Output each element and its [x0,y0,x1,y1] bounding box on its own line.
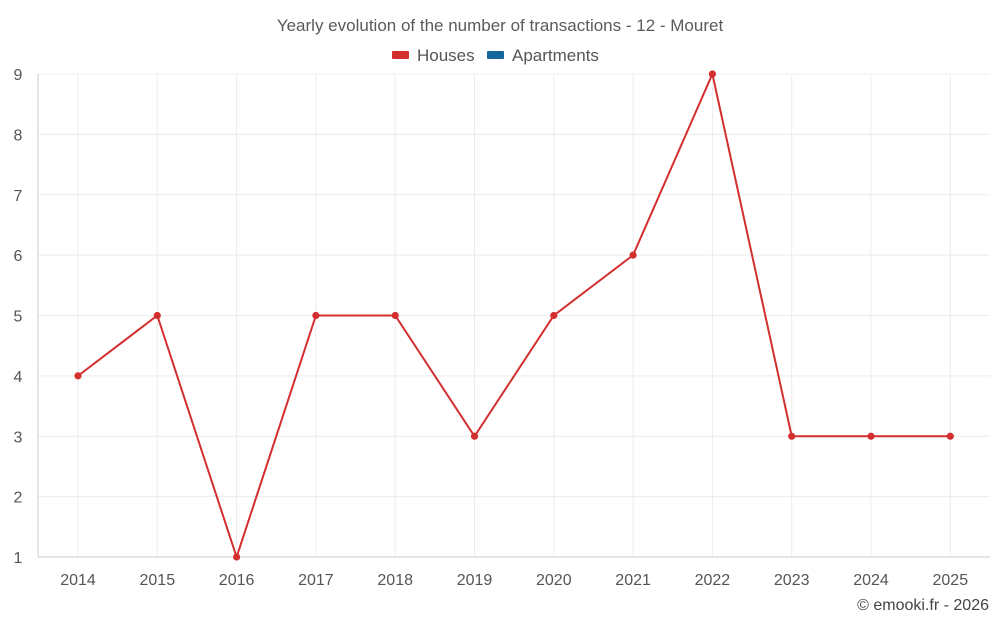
y-tick-label: 6 [14,248,23,265]
data-point-houses-2020[interactable] [550,311,558,320]
data-point-houses-2023[interactable] [788,432,796,440]
x-tick-label: 2023 [774,572,810,589]
x-tick-label: 2015 [140,572,176,589]
legend: Houses Apartments [392,46,599,65]
data-point-houses-2017[interactable] [312,311,320,320]
legend-label-houses: Houses [417,46,475,65]
x-tick-label: 2025 [933,572,969,589]
data-point-houses-2024[interactable] [867,432,875,440]
y-tick-label: 1 [14,550,23,567]
credit-text: © emooki.fr - 2026 [857,597,989,614]
x-axis-ticks: 2014 2015 2016 2017 2018 2019 2020 2021 2022 2023… [60,572,968,589]
y-tick-label: 8 [14,127,23,144]
legend-item-apartments[interactable]: Apartments [487,46,599,65]
x-tick-label: 2021 [615,572,651,589]
y-tick-label: 5 [14,309,23,326]
x-tick-label: 2020 [536,572,572,589]
data-point-houses-2014[interactable] [74,372,82,380]
data-point-houses-2021[interactable] [629,251,637,259]
x-tick-label: 2022 [695,572,731,589]
y-tick-label: 9 [14,67,23,84]
y-tick-label: 7 [14,188,23,205]
y-tick-label: 2 [14,490,23,507]
y-axis-ticks: 1 2 3 4 5 6 7 8 9 [14,67,23,567]
legend-swatch-houses [392,51,409,59]
grid [38,73,990,558]
series [74,70,954,561]
legend-swatch-apartments [487,51,504,59]
data-point-houses-2025[interactable] [946,432,954,440]
x-tick-label: 2017 [298,572,334,589]
y-tick-label: 4 [14,369,23,386]
data-point-houses-2018[interactable] [391,311,399,320]
data-point-houses-2016[interactable] [233,553,241,561]
x-tick-label: 2016 [219,572,255,589]
x-tick-label: 2018 [377,572,413,589]
x-tick-label: 2019 [457,572,493,589]
legend-item-houses[interactable]: Houses [392,46,475,65]
data-point-houses-2019[interactable] [470,432,479,440]
y-tick-label: 3 [14,429,23,446]
data-point-houses-2015[interactable] [153,311,161,320]
data-point-houses-2022[interactable] [708,70,717,78]
series-line-houses [77,70,951,561]
x-tick-label: 2024 [853,572,889,589]
chart-title: Yearly evolution of the number of transa… [277,16,724,35]
x-tick-label: 2014 [60,572,96,589]
legend-label-apartments: Apartments [512,46,599,65]
